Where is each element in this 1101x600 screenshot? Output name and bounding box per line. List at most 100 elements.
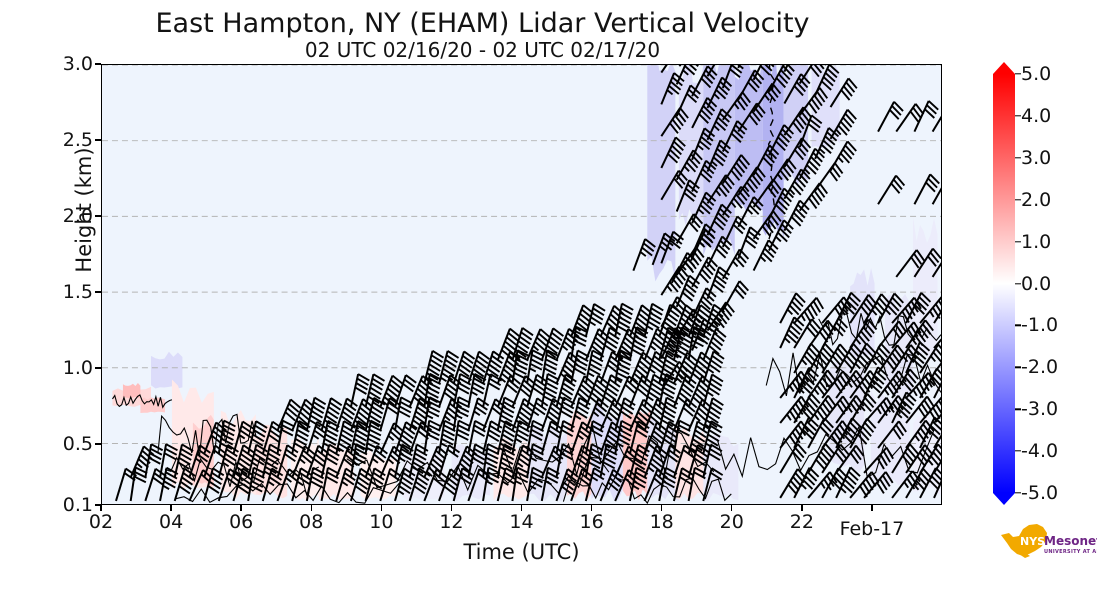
wind-barb-half [498,447,506,453]
wind-barb-full [372,401,385,410]
wind-barb-full [517,415,529,425]
wind-barb-full [814,147,825,159]
wind-barb-full [589,396,601,406]
wind-barb-full [533,382,546,392]
wind-barb-full [882,450,891,463]
wind-barb-staff [511,398,525,431]
wind-barb-full [539,328,551,339]
wind-barb-half [387,458,395,465]
wind-barb-half [337,447,345,453]
wind-barb-full [675,348,689,358]
wind-barb-full [918,296,930,307]
wind-barb [702,467,724,502]
wind-barb-full [501,349,513,359]
wind-barb-full [620,410,632,420]
contour-line [346,456,610,495]
wind-barb [482,420,503,455]
wind-barb-full [856,358,868,370]
wind-barb-full [812,300,821,313]
wind-barb-staff [232,468,244,502]
wind-barb-full [864,421,875,433]
wind-barb-full [712,350,725,360]
wind-barb-full [309,414,322,423]
wind-barb-full [914,304,925,315]
wind-barb-staff [555,468,569,502]
wind-barb-half [501,480,509,486]
wind-barb-staff [526,467,534,502]
wind-barb-full [561,368,573,379]
wind-barb-full [681,291,694,302]
wind-barb-full [402,382,414,393]
wind-barb-full [568,328,580,338]
wind-barb-full [677,428,690,437]
x-tick-mark [310,505,312,511]
wind-barb-staff [807,443,827,474]
wind-barb-half [561,345,569,351]
wind-barb-full [415,448,428,457]
wind-barb-half [786,308,794,316]
wind-barb-full [885,447,894,460]
wind-barb-full [843,296,852,309]
wind-barb-full [669,122,679,134]
wind-barb-full [810,193,820,206]
wind-barb [779,370,810,399]
wind-barb-full [370,480,383,490]
wind-barb-full [775,204,786,215]
wind-barb-full [663,475,676,484]
wind-barb-full [816,384,826,397]
wind-barb-staff [672,375,687,408]
colorbar[interactable] [993,62,1015,505]
wind-barb-full [284,453,296,463]
wind-barb-staff [496,467,507,502]
wind-barb [798,147,825,180]
wind-barb-staff [511,375,527,408]
x-tick-label: 06 [229,511,254,533]
wind-barb-full [370,382,383,391]
wind-barb-full [325,457,338,466]
wind-barb-full [577,457,589,468]
wind-barb-full [894,398,904,411]
wind-barb-full [820,143,832,154]
wind-barb-staff [129,445,145,478]
wind-barb-staff [722,154,743,184]
wind-barb-full [181,443,194,452]
wind-barb-full [521,383,533,394]
wind-barb-full [552,327,564,337]
plot-area[interactable] [101,64,942,505]
wind-barb [291,467,313,502]
wind-barb-full [652,453,664,464]
wind-barb-half [800,314,806,322]
wind-barb-full [813,94,823,107]
wind-barb-full [666,312,679,322]
wind-barb-full [815,297,825,310]
wind-barb-staff [203,468,214,502]
wind-barb-staff [628,375,644,408]
wind-barb-full [792,451,803,463]
wind-barb-staff [335,398,348,431]
wind-barb-staff [660,136,677,169]
colorbar-tick-label: 2.0 [1021,188,1052,211]
wind-barb-full [710,401,723,411]
wind-barb-full [561,386,574,396]
y-tick-label: 0.1 [62,494,93,516]
wind-barb-full [701,295,713,306]
wind-barb [702,328,727,361]
nys-mesonet-logo[interactable]: NYS Mesonet UNIVERSITY AT ALBANY [999,521,1097,565]
wind-barb-staff [658,467,667,502]
wind-barb-full [916,300,928,311]
wind-barb-full [240,453,252,463]
wind-barb-staff [291,420,300,455]
wind-barb-full [135,466,148,475]
wind-barb-staff [379,468,392,502]
wind-barb-full [226,476,238,487]
wind-barb-half [545,480,553,486]
wind-barb-full [735,162,746,174]
wind-barb-staff [919,296,941,324]
wind-barb-full [692,438,705,447]
wind-barb-full [852,373,862,386]
y-tick-label: 1.0 [62,357,93,380]
wind-barb-full [775,77,787,89]
wind-barb-staff [706,266,721,300]
wind-barb-half [666,285,673,292]
wind-barb [658,396,679,431]
